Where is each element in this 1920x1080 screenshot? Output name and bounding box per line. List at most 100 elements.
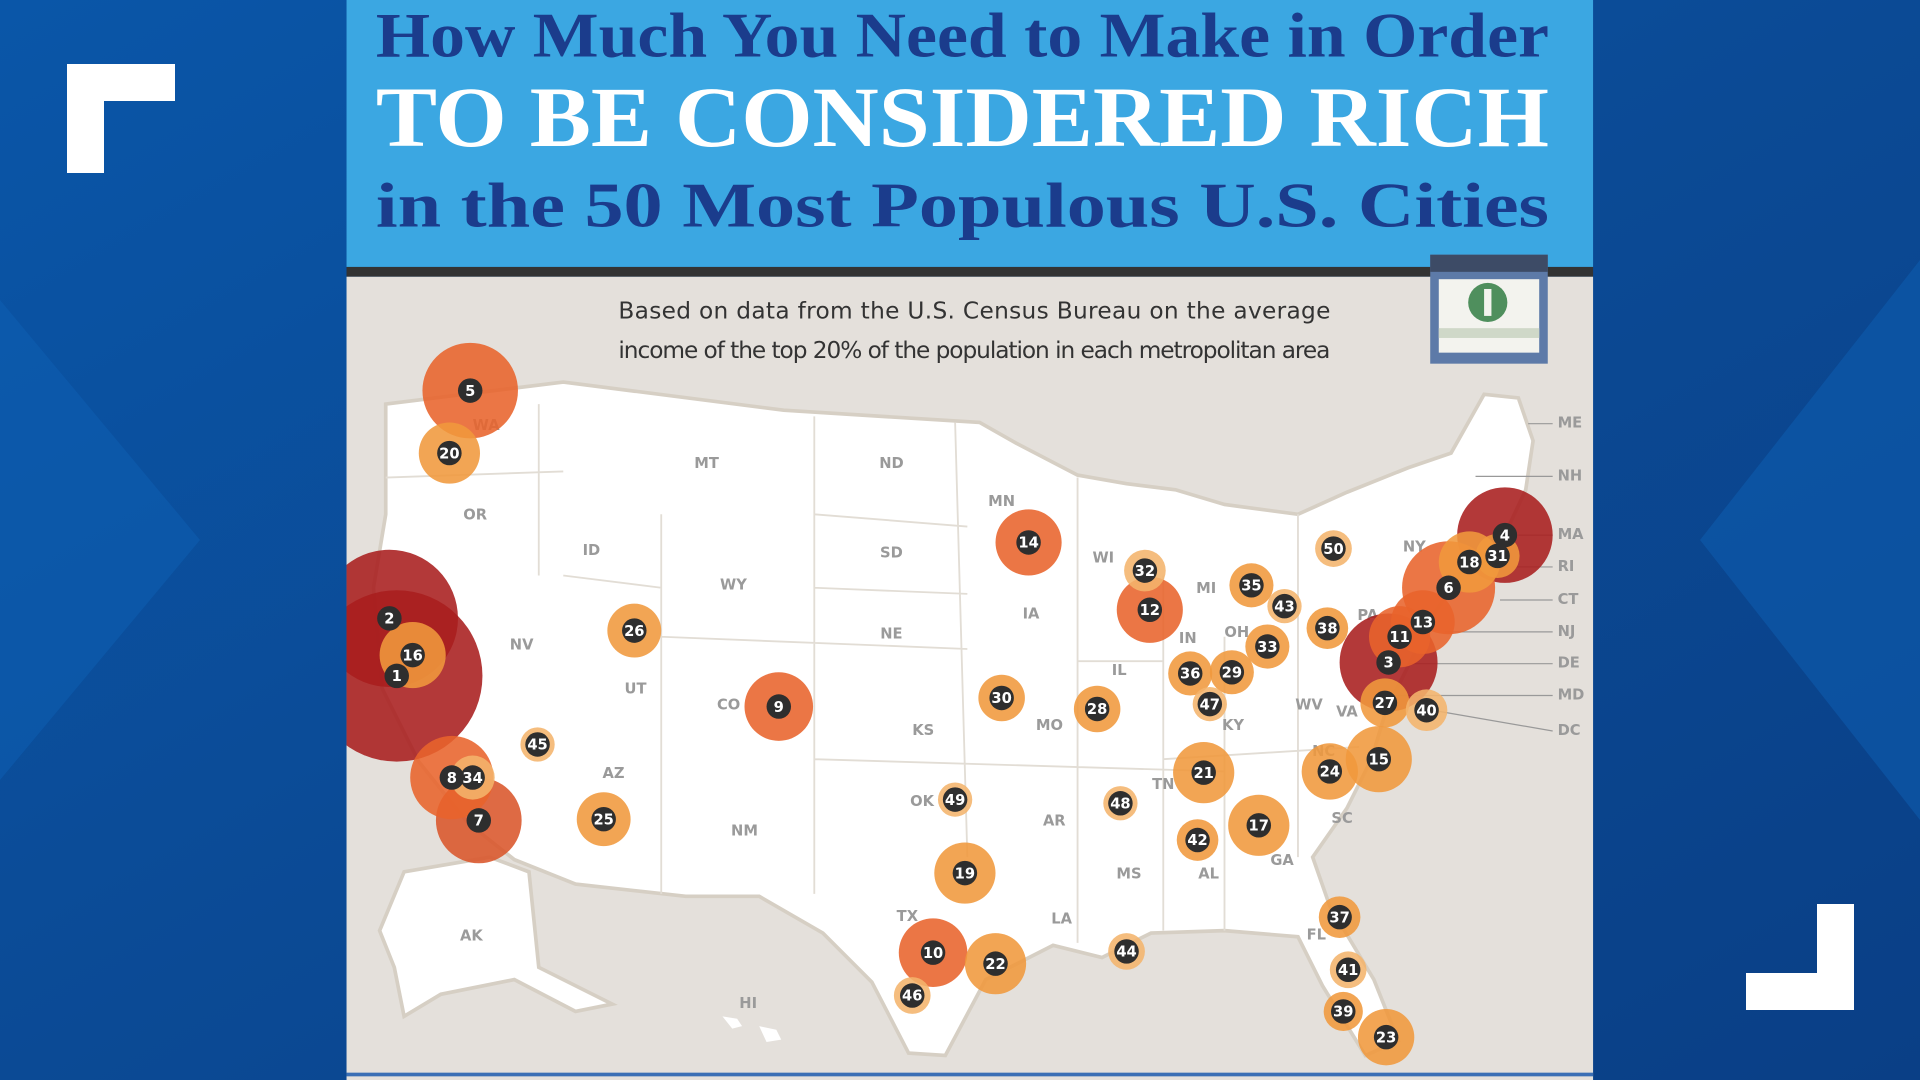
state-borders: [385, 404, 1360, 943]
subtitle: income of the top 20% of the population …: [618, 337, 1331, 364]
side-state-label: MA: [1558, 526, 1585, 543]
rank-label: 3: [1383, 655, 1393, 672]
state-label: IA: [1023, 606, 1040, 623]
rank-badge: [437, 440, 462, 466]
state-label: CO: [717, 696, 740, 713]
side-state-label: CT: [1558, 591, 1579, 608]
rank-label: 22: [985, 956, 1005, 973]
rank-badge: [1197, 691, 1223, 717]
side-state-label: MD: [1558, 687, 1585, 704]
title: in the 50 Most Populous U.S. Cities: [376, 169, 1549, 240]
state-label: ND: [879, 455, 903, 472]
rank-badge: [591, 806, 616, 832]
rank-badge: [1436, 575, 1461, 601]
rank-badge: [1246, 813, 1272, 838]
rank-badge: [400, 642, 425, 668]
rank-label: 21: [1193, 765, 1213, 782]
rank-badge: [1239, 573, 1264, 598]
rank-label: 38: [1317, 620, 1337, 637]
rank-badge: [1376, 650, 1401, 675]
state-label: MO: [1036, 717, 1063, 734]
rank-badge: [1387, 624, 1412, 649]
rank-badge: [900, 983, 925, 1008]
rank-label: 39: [1333, 1004, 1353, 1021]
divider: [346, 266, 1594, 277]
state-label: MI: [1196, 580, 1216, 597]
state-label: UT: [625, 680, 647, 697]
rank-label: 24: [1320, 764, 1340, 781]
rank-badge: [622, 618, 647, 643]
state-label: GA: [1270, 852, 1294, 869]
rank-badge: [942, 787, 968, 812]
state-label: MT: [694, 455, 719, 472]
rank-badge: [1108, 791, 1133, 816]
rank-label: 44: [1116, 944, 1136, 961]
rank-badge: [1492, 522, 1518, 548]
rank-badge: [1084, 696, 1110, 722]
rank-badge: [1414, 697, 1439, 723]
rank-label: 48: [1110, 795, 1130, 812]
rank-label: 5: [465, 383, 475, 400]
rank-label: 49: [945, 792, 965, 809]
rank-label: 45: [527, 737, 547, 754]
rank-badge: [1137, 597, 1163, 623]
rank-badge: [1132, 558, 1158, 583]
rank-label: 27: [1375, 695, 1395, 712]
title-band: [346, 0, 1594, 267]
rank-badge: [1366, 746, 1392, 772]
money-icon: [1430, 254, 1548, 364]
rank-label: 2: [384, 611, 394, 628]
rank-badge: [525, 732, 550, 757]
bottom-rule: [346, 1072, 1594, 1077]
rank-label: 11: [1389, 629, 1409, 646]
state-label: VA: [1336, 704, 1358, 721]
rank-badge: [1272, 593, 1297, 619]
rank-badge: [983, 951, 1008, 976]
leader-line: [1432, 709, 1553, 732]
rank-label: 47: [1200, 696, 1220, 713]
rank-label: 13: [1413, 614, 1433, 631]
state-label: WI: [1092, 549, 1114, 566]
subtitle: Based on data from the U.S. Census Burea…: [618, 298, 1331, 325]
state-label: SD: [880, 544, 903, 561]
rank-badge: [377, 606, 402, 631]
rank-badge: [466, 808, 492, 833]
state-label: NE: [880, 625, 902, 642]
hawaii-outline: [722, 1016, 782, 1043]
side-state-label: NH: [1558, 467, 1583, 484]
state-label: OK: [910, 793, 934, 810]
rank-label: 12: [1140, 602, 1160, 619]
us-outline: [371, 380, 1535, 1058]
state-label: HI: [739, 995, 757, 1012]
alaska-outline: [377, 855, 618, 1020]
state-label: AZ: [602, 765, 624, 782]
rank-badge: [766, 694, 792, 719]
corner-bracket: [67, 64, 175, 173]
state-label: NM: [731, 822, 758, 839]
rank-label: 17: [1249, 818, 1269, 835]
rank-badge: [1177, 661, 1203, 686]
rank-badge: [952, 860, 978, 886]
rank-badge: [1315, 615, 1340, 641]
state-label: MS: [1116, 865, 1141, 882]
rank-label: 9: [774, 699, 784, 716]
state-label: LA: [1051, 911, 1072, 928]
rank-badge: [439, 765, 465, 790]
state-label: OH: [1224, 624, 1249, 641]
rank-badge: [457, 378, 483, 403]
rank-label: 31: [1487, 548, 1507, 565]
side-state-label: NJ: [1558, 623, 1576, 640]
rank-badge: [1191, 760, 1216, 785]
rank-badge: [1335, 957, 1361, 983]
rank-badge: [1185, 827, 1210, 853]
rank-label: 1: [392, 668, 402, 685]
side-state-label: ME: [1558, 415, 1583, 432]
rank-label: 29: [1222, 664, 1242, 681]
map: WAORIDMTNDMNWIMINYPANVUTWYSDNEIAILINOHCO…: [346, 342, 1553, 1066]
rank-label: 23: [1376, 1029, 1396, 1046]
rank-badge: [1485, 543, 1510, 569]
side-state-label: DE: [1558, 655, 1580, 672]
title: How Much You Need to Make in Order: [376, 0, 1549, 70]
